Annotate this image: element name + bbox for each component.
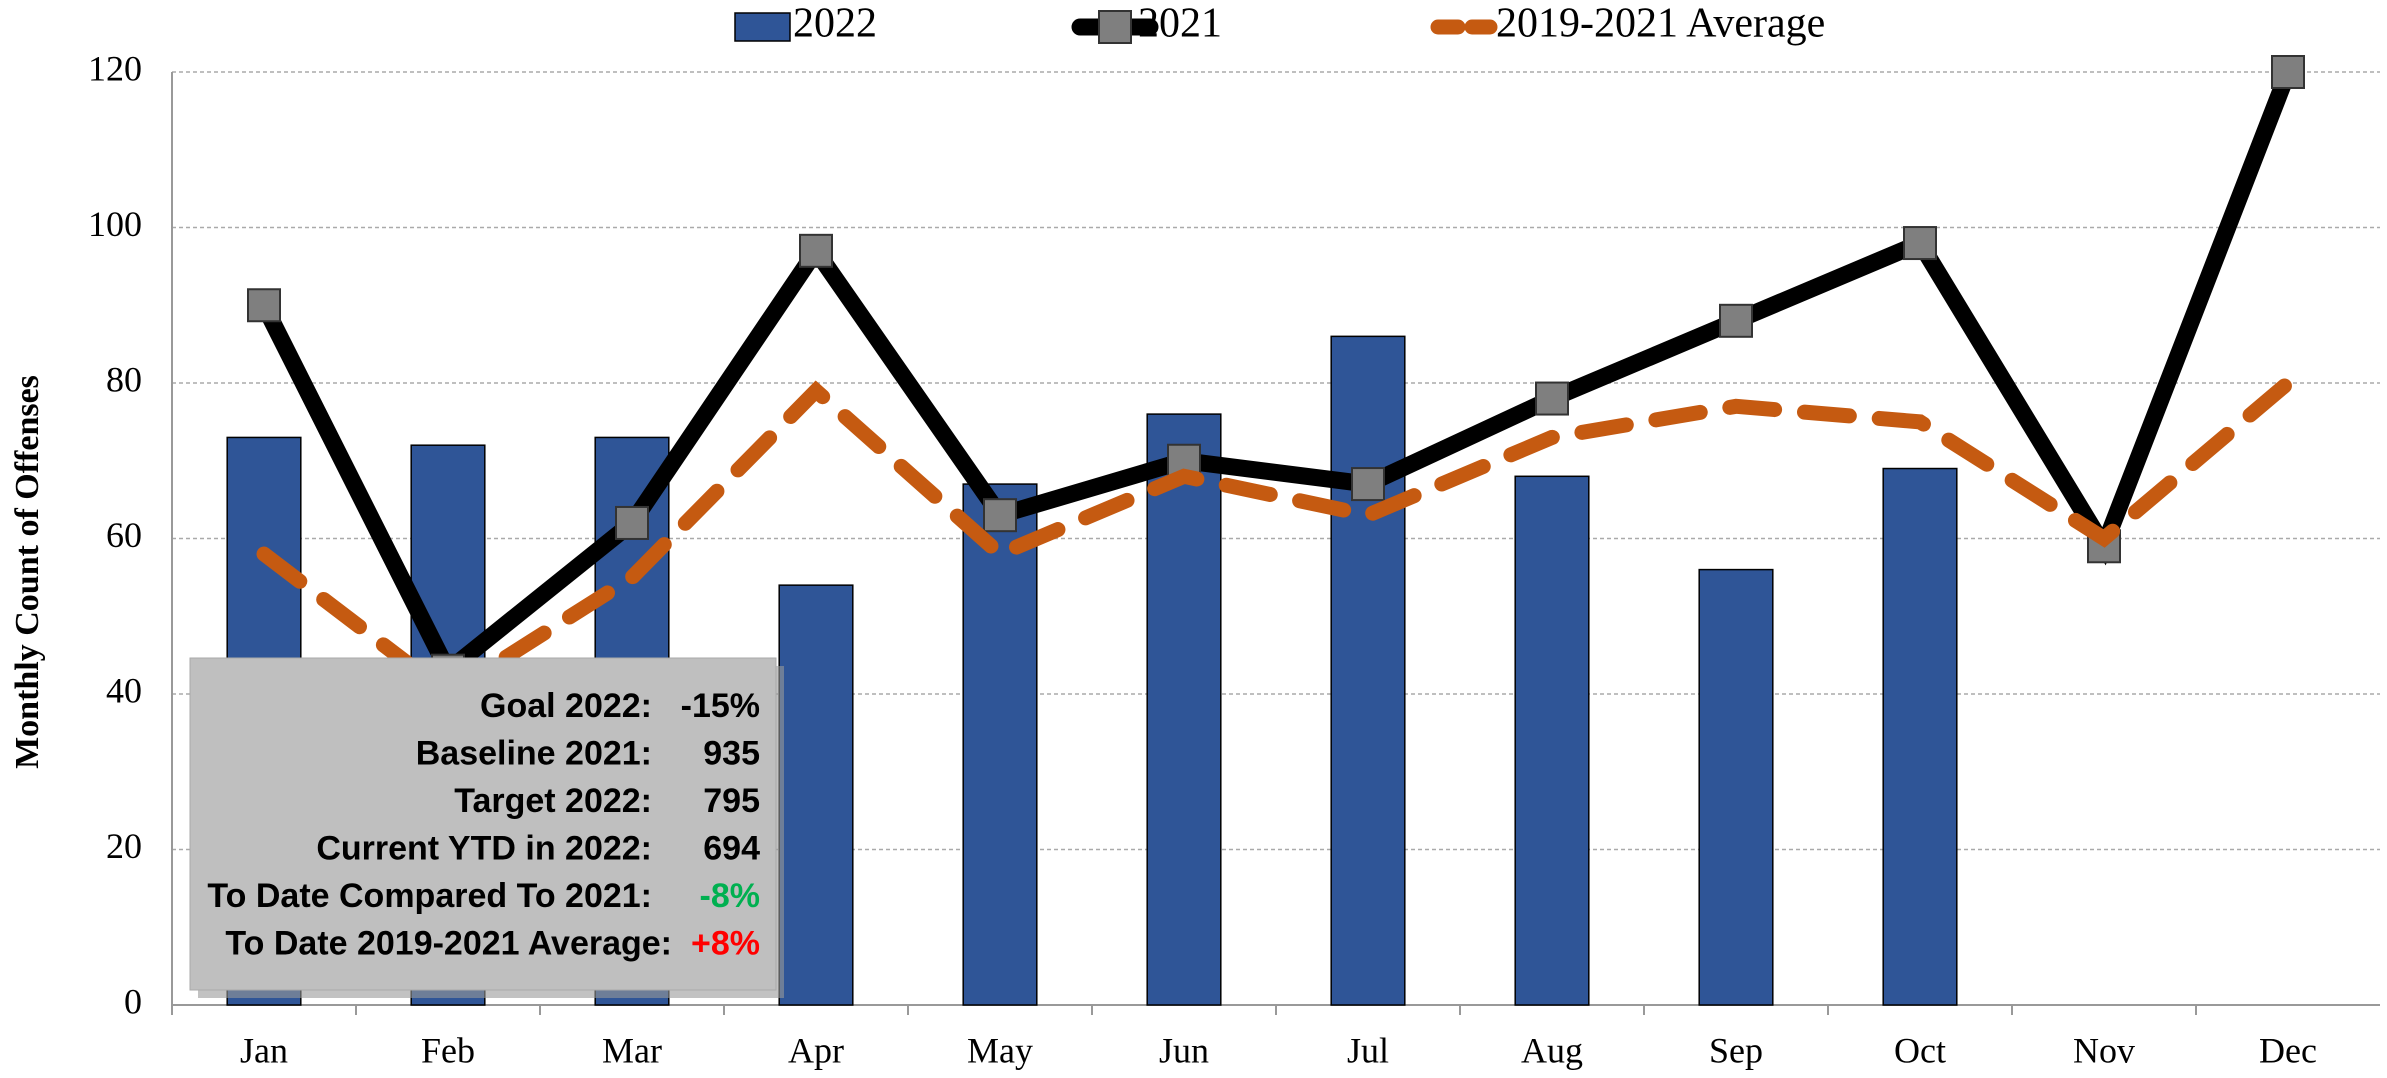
info-value: 694 — [703, 829, 760, 867]
info-label: To Date 2019-2021 Average: — [225, 924, 672, 962]
info-label: To Date Compared To 2021: — [207, 877, 652, 915]
x-tick-label: Sep — [1709, 1030, 1763, 1070]
bar — [1698, 568, 1774, 1006]
bar — [962, 483, 1038, 1006]
x-tick-label: Jul — [1347, 1030, 1389, 1070]
legend-label: 2019-2021 Average — [1496, 1, 1825, 47]
y-tick-label: 40 — [106, 670, 142, 710]
x-tick-label: Nov — [2073, 1030, 2135, 1070]
info-label: Target 2022: — [454, 782, 652, 820]
marker — [2271, 55, 2305, 89]
marker — [1351, 467, 1385, 502]
average-line — [256, 375, 2296, 704]
bar — [1146, 413, 1222, 1006]
info-value: +8% — [691, 924, 760, 962]
x-tick-label: Jun — [1159, 1030, 1209, 1070]
marker — [247, 288, 281, 323]
legend-marker — [1098, 10, 1132, 44]
marker — [799, 233, 833, 268]
line — [256, 68, 2296, 684]
bar — [1330, 335, 1406, 1006]
info-label: Goal 2022: — [480, 687, 652, 725]
x-tick-label: Oct — [1894, 1030, 1946, 1070]
x-tick-label: Feb — [421, 1030, 475, 1070]
x-tick-label: Dec — [2259, 1030, 2317, 1070]
legend-label: 2022 — [793, 1, 877, 47]
marker — [983, 498, 1017, 533]
x-tick-label: May — [967, 1030, 1033, 1070]
bar — [778, 584, 854, 1006]
y-tick-label: 100 — [88, 204, 142, 244]
info-label: Baseline 2021: — [416, 734, 652, 772]
marker — [615, 505, 649, 540]
marker — [1719, 303, 1753, 338]
y-tick-label: 0 — [124, 981, 142, 1021]
info-label: Current YTD in 2022: — [316, 829, 652, 867]
y-tick-label: 60 — [106, 515, 142, 555]
x-tick-label: Aug — [1521, 1030, 1583, 1070]
x-tick-label: Apr — [788, 1030, 844, 1070]
info-value: -15% — [681, 687, 760, 725]
marker — [1535, 381, 1569, 416]
y-axis-label: Monthly Count of Offenses — [9, 375, 46, 769]
x-tick-label: Mar — [602, 1030, 662, 1070]
x-tick-label: Jan — [240, 1030, 288, 1070]
legend-swatch — [734, 12, 791, 42]
bar — [1514, 475, 1590, 1006]
info-value: -8% — [700, 877, 760, 915]
legend-label: 2021 — [1138, 1, 1222, 47]
y-tick-label: 120 — [88, 48, 142, 88]
info-value: 795 — [703, 782, 760, 820]
info-value: 935 — [703, 734, 760, 772]
marker — [1903, 226, 1937, 261]
y-tick-label: 80 — [106, 359, 142, 399]
bar — [1882, 467, 1958, 1006]
info-box — [189, 657, 777, 991]
y-tick-label: 20 — [106, 826, 142, 866]
